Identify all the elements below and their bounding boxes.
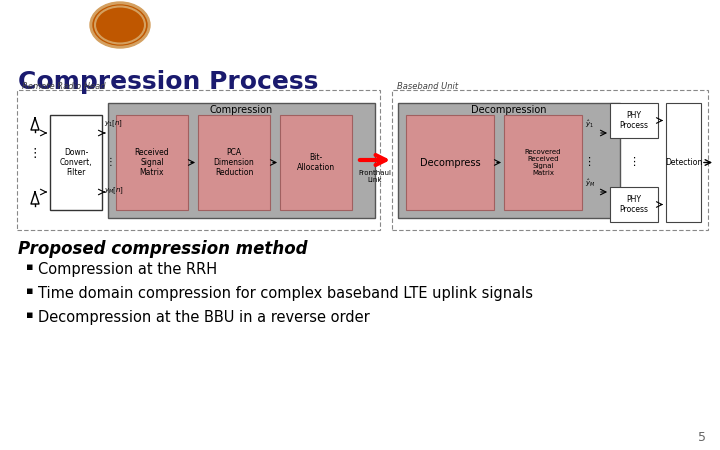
FancyBboxPatch shape	[280, 115, 352, 210]
Text: Proposed compression method: Proposed compression method	[18, 240, 307, 258]
FancyBboxPatch shape	[198, 115, 270, 210]
Text: ▪: ▪	[26, 262, 34, 272]
FancyBboxPatch shape	[610, 187, 658, 222]
Ellipse shape	[93, 5, 147, 45]
Text: TEXAS: TEXAS	[12, 22, 77, 40]
Text: Detection: Detection	[665, 158, 702, 167]
Text: Decompression: Decompression	[472, 105, 546, 115]
Text: PHY
Process: PHY Process	[619, 195, 649, 214]
Text: Compression at the RRH: Compression at the RRH	[38, 262, 217, 277]
FancyBboxPatch shape	[50, 115, 102, 210]
Text: $y_1[n]$: $y_1[n]$	[104, 118, 123, 129]
Text: ⋮: ⋮	[29, 147, 41, 159]
Text: Remote Radio Head: Remote Radio Head	[22, 82, 106, 91]
Text: Compression: Compression	[210, 105, 273, 115]
Text: Bit-
Allocation: Bit- Allocation	[297, 153, 335, 172]
FancyBboxPatch shape	[398, 103, 620, 218]
FancyBboxPatch shape	[504, 115, 582, 210]
Text: Received
Signal
Matrix: Received Signal Matrix	[135, 148, 169, 177]
Text: $\hat{y}_1$: $\hat{y}_1$	[585, 118, 594, 130]
Text: $\hat{y}_M$: $\hat{y}_M$	[585, 177, 595, 189]
Text: Time domain compression for complex baseband LTE uplink signals: Time domain compression for complex base…	[38, 286, 533, 301]
Text: Decompress: Decompress	[420, 158, 480, 167]
FancyBboxPatch shape	[116, 115, 188, 210]
Text: Baseband Unit: Baseband Unit	[397, 82, 458, 91]
FancyBboxPatch shape	[108, 103, 375, 218]
Text: Down-
Convert,
Filter: Down- Convert, Filter	[60, 148, 92, 177]
Text: $y_M[n]$: $y_M[n]$	[104, 185, 124, 196]
FancyBboxPatch shape	[406, 115, 494, 210]
Text: Recovered
Received
Signal
Matrix: Recovered Received Signal Matrix	[525, 149, 562, 176]
Text: ⋮: ⋮	[629, 158, 639, 167]
Text: ⋮: ⋮	[105, 158, 115, 167]
Text: PHY
Process: PHY Process	[619, 111, 649, 130]
FancyBboxPatch shape	[610, 103, 658, 138]
Text: ⋮: ⋮	[583, 158, 595, 167]
Text: PCA
Dimension
Reduction: PCA Dimension Reduction	[214, 148, 254, 177]
Text: Decompression at the BBU in a reverse order: Decompression at the BBU in a reverse or…	[38, 310, 370, 325]
Text: Fronthaul
Link: Fronthaul Link	[359, 170, 392, 183]
Ellipse shape	[90, 2, 150, 48]
Text: WHAT STARTS HERE CHANGES THE WORLD: WHAT STARTS HERE CHANGES THE WORLD	[459, 20, 710, 30]
Text: — AT AUSTIN —: — AT AUSTIN —	[22, 35, 65, 40]
FancyBboxPatch shape	[666, 103, 701, 222]
Text: 5: 5	[698, 431, 706, 444]
Text: ▪: ▪	[26, 286, 34, 296]
Text: ▪: ▪	[26, 310, 34, 320]
Text: THE UNIVERSITY OF: THE UNIVERSITY OF	[18, 12, 88, 17]
Text: Compression Process: Compression Process	[18, 70, 318, 94]
